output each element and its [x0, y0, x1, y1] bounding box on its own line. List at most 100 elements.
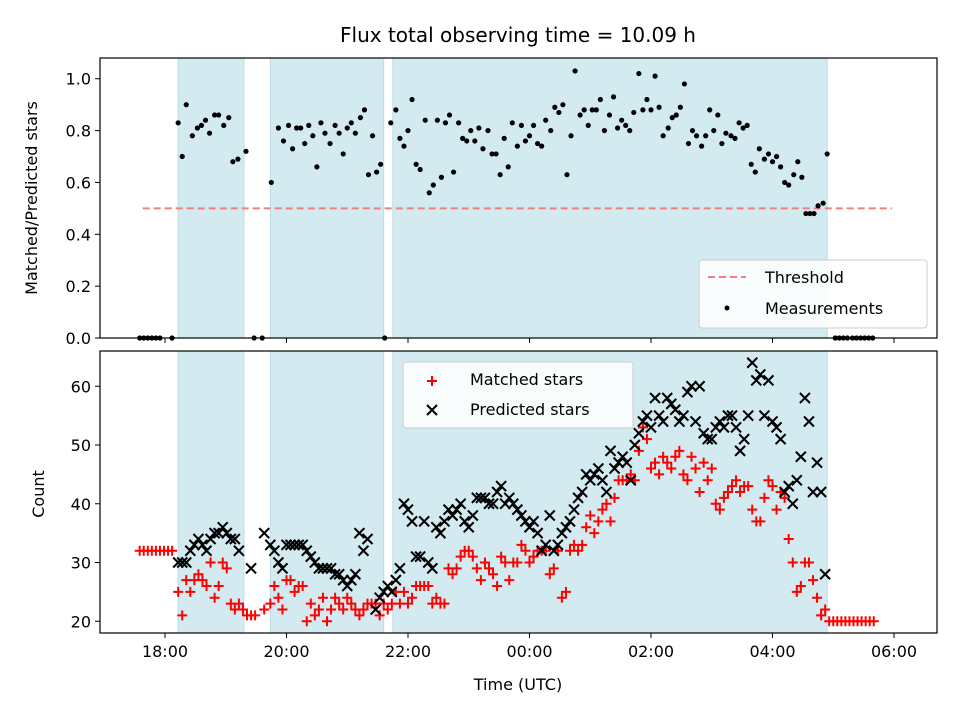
predicted-point-1 [176, 556, 188, 569]
measurements-series [137, 68, 876, 341]
measurement-point-85 [530, 122, 537, 129]
matched-point-25 [237, 604, 248, 615]
matched-point-80 [467, 551, 478, 562]
measurement-point-27 [285, 122, 292, 129]
predicted-point-77 [507, 498, 520, 510]
measurement-point-95 [572, 68, 578, 74]
predicted-point-97 [588, 468, 601, 481]
matched-point-81 [471, 563, 482, 574]
measurement-point-63 [438, 174, 445, 180]
predicted-point-87 [548, 545, 560, 557]
predicted-point-36 [337, 574, 349, 586]
predicted-point-146 [787, 498, 799, 510]
predicted-point-139 [758, 409, 771, 422]
top-y-axis: 0.0 0.2 0.4 0.6 0.8 1.0 [66, 70, 100, 348]
measurement-point-71 [472, 138, 478, 144]
measurement-point-8 [179, 153, 185, 160]
predicted-point-133 [734, 445, 746, 457]
predicted-point-37 [341, 580, 353, 592]
measurement-point-102 [601, 127, 608, 134]
matched-point-45 [326, 604, 337, 615]
measurement-point-43 [352, 130, 358, 136]
measurement-point-132 [728, 133, 734, 139]
matched-point-140 [710, 498, 721, 509]
measurement-point-79 [505, 164, 511, 170]
predicted-point-147 [791, 474, 803, 486]
predicted-point-144 [778, 486, 791, 498]
matched-point-146 [735, 487, 746, 497]
bottom-y-tick-label-2: 40 [71, 495, 91, 514]
measurement-point-61 [430, 182, 436, 188]
predicted-point-111 [645, 421, 657, 434]
measurement-point-45 [361, 107, 368, 113]
matched-point-52 [354, 610, 365, 621]
matched-point-159 [787, 557, 798, 568]
predicted-point-40 [353, 527, 366, 539]
matched-point-132 [678, 469, 689, 480]
predicted-point-74 [495, 480, 507, 492]
predicted-point-57 [426, 562, 439, 575]
measurement-point-73 [480, 146, 486, 152]
predicted-point-47 [386, 586, 398, 598]
measurement-point-120 [677, 104, 683, 110]
matched-point-42 [313, 604, 324, 615]
predicted-point-73 [491, 486, 503, 498]
measurement-point-141 [765, 151, 772, 157]
matched-point-143 [722, 487, 733, 497]
matched-point-130 [670, 451, 681, 462]
predicted-point-26 [296, 539, 309, 551]
measurement-point-96 [577, 112, 583, 118]
predicted-point-41 [357, 545, 370, 557]
measurement-point-48 [374, 169, 380, 175]
predicted-point-6 [196, 539, 209, 551]
predicted-point-70 [479, 492, 491, 504]
predicted-point-95 [580, 468, 592, 481]
measurement-point-20 [235, 156, 241, 162]
measurement-point-60 [426, 190, 432, 196]
measurement-point-83 [522, 138, 529, 144]
matched-point-57 [374, 610, 385, 621]
matched-point-167 [820, 604, 831, 615]
measurement-point-110 [636, 70, 642, 77]
measurement-point-53 [397, 135, 403, 141]
top-legend: Threshold Measurements [698, 259, 928, 329]
predicted-point-69 [475, 492, 487, 504]
matched-point-158 [783, 534, 794, 544]
measurement-point-42 [348, 120, 354, 126]
matched-point-102 [556, 592, 567, 603]
matched-point-110 [589, 528, 600, 539]
predicted-point-125 [701, 433, 714, 445]
matched-point-75 [447, 569, 458, 580]
predicted-point-44 [373, 592, 386, 604]
matched-point-89 [504, 575, 515, 586]
measurement-point-155 [824, 151, 830, 157]
predicted-point-20 [272, 556, 285, 569]
matched-point-133 [682, 475, 693, 486]
matched-point-179 [868, 616, 879, 627]
matched-point-112 [597, 504, 608, 515]
matched-point-114 [605, 516, 616, 527]
x-tick-label-2: 22:00 [385, 642, 431, 661]
measurement-point-113 [648, 107, 654, 113]
measurement-point-105 [614, 125, 621, 131]
predicted-point-17 [258, 527, 270, 539]
measurement-point-101 [597, 96, 603, 103]
measurements-legend-swatch [724, 305, 730, 311]
predicted-point-134 [738, 433, 750, 445]
predicted-legend-label: Predicted stars [470, 400, 590, 419]
x-tick-label-6: 06:00 [871, 642, 917, 661]
predicted-point-135 [742, 409, 754, 422]
measurement-point-57 [413, 161, 419, 167]
matched-point-30 [265, 598, 276, 609]
bottom-y-tick-label-0: 20 [71, 612, 91, 631]
matched-point-65 [407, 592, 418, 603]
measurement-point-128 [711, 127, 717, 134]
measurement-point-59 [422, 117, 428, 123]
predicted-point-30 [313, 562, 325, 575]
measurement-point-148 [795, 159, 801, 165]
top-y-tick-label-2: 0.4 [66, 225, 91, 244]
measurement-point-97 [581, 107, 587, 113]
matched-point-115 [609, 492, 620, 503]
predicted-point-153 [815, 486, 827, 498]
predicted-point-120 [681, 386, 694, 398]
